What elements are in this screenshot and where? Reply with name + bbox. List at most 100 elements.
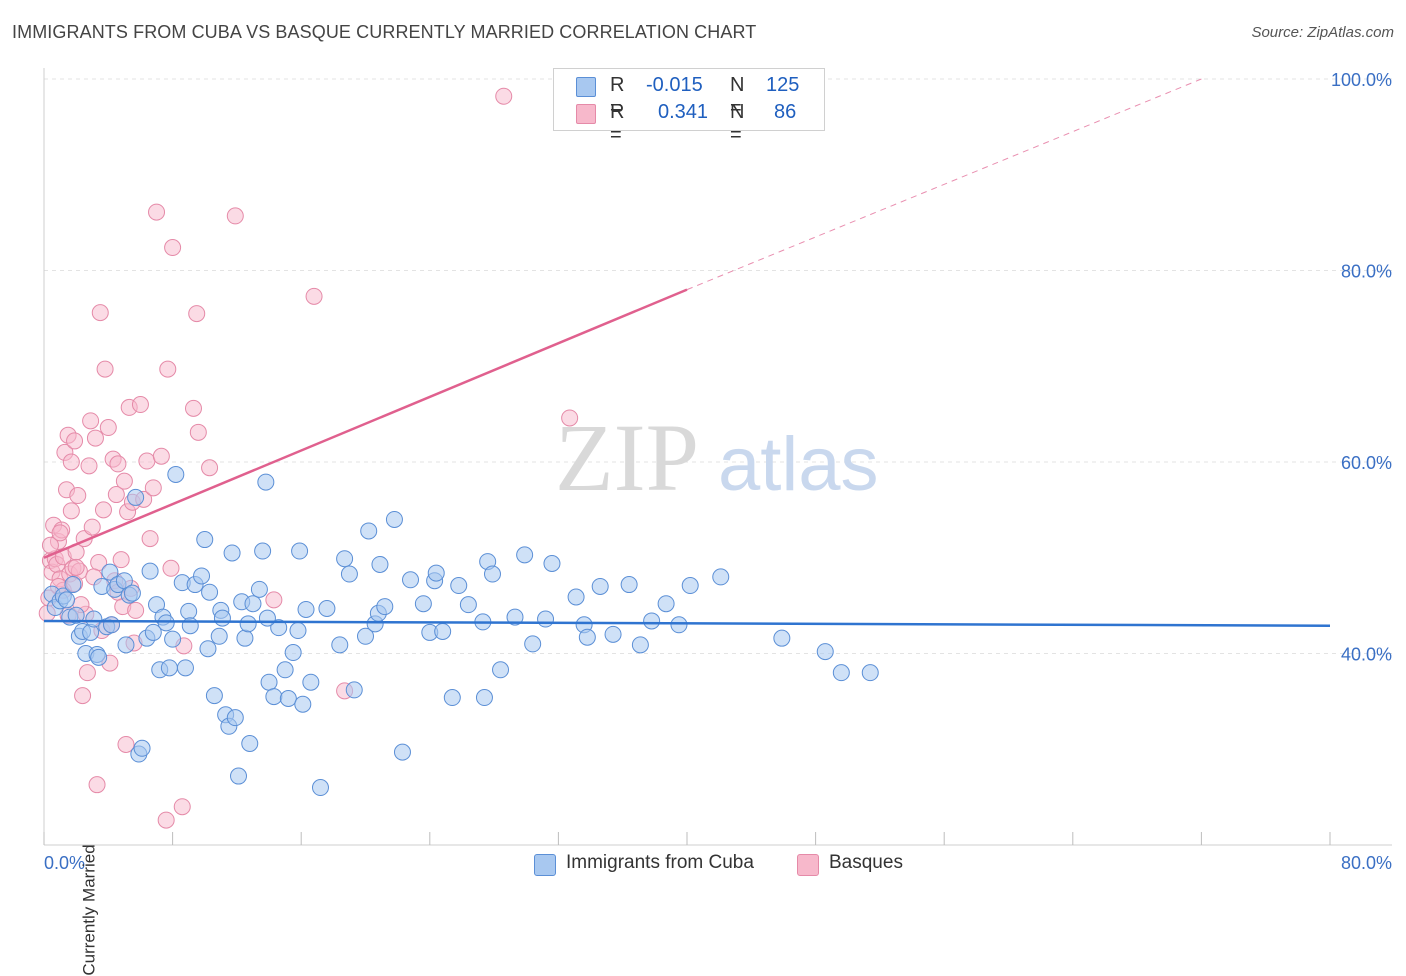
basque-point: [226, 207, 244, 225]
basque-point: [69, 487, 87, 505]
basque-point: [148, 203, 166, 221]
stats-box: R = -0.015 N = 125 R = 0.341 N = 86: [553, 68, 825, 146]
basque-point: [62, 453, 80, 471]
cuba-point: [103, 616, 121, 634]
cuba-point: [196, 531, 214, 549]
x-tick-label: 0.0%: [44, 853, 85, 873]
basque-point: [144, 479, 162, 497]
cuba-point: [537, 610, 555, 628]
cuba-point: [385, 510, 403, 528]
cuba-point: [289, 622, 307, 640]
basque-point: [41, 536, 59, 554]
cuba-point: [294, 695, 312, 713]
basque-point: [189, 423, 207, 441]
basque-point: [109, 455, 127, 473]
cuba-point: [241, 735, 259, 753]
grid-lines: [44, 78, 1392, 654]
basque-point: [88, 776, 106, 794]
cuba-point: [180, 602, 198, 620]
basque-point: [96, 360, 114, 378]
cuba-point: [357, 627, 374, 645]
cuba-point: [670, 616, 688, 634]
cuba-point: [67, 606, 85, 624]
basque-n-label: N =: [730, 101, 745, 146]
axes: [43, 68, 1392, 846]
cuba-point: [199, 640, 217, 658]
cuba-point: [297, 600, 315, 618]
basque-point: [184, 399, 202, 417]
cuba-point: [816, 643, 834, 661]
cuba-point: [201, 583, 219, 601]
cuba-point: [492, 661, 510, 679]
cuba-r-value: -0.015: [646, 74, 703, 96]
source-label: Source: ZipAtlas.com: [1251, 24, 1394, 41]
basque-point: [495, 87, 513, 105]
y-tick-label: 100.0%: [1331, 70, 1392, 90]
cuba-point: [101, 563, 119, 581]
basque-r-value: 0.341: [658, 101, 709, 123]
cuba-point: [205, 687, 223, 705]
cuba-point: [631, 636, 649, 654]
basque-point: [74, 687, 92, 705]
cuba-point: [861, 664, 879, 682]
cuba-point: [85, 610, 103, 628]
basque-point: [138, 452, 156, 470]
cuba-point: [164, 630, 182, 648]
legend-cuba-swatch: [534, 854, 556, 876]
watermark-zip: ZIP: [555, 404, 699, 511]
cuba-point: [345, 681, 363, 699]
trend-lines: [43, 78, 1331, 627]
basque-point: [99, 419, 117, 437]
cuba-point: [302, 673, 320, 691]
x-tick-label: 80.0%: [1341, 853, 1392, 873]
cuba-point: [681, 577, 699, 595]
cuba-point: [260, 673, 278, 691]
cuba-point: [657, 595, 675, 613]
cuba-point: [443, 689, 461, 707]
cuba-point: [279, 690, 297, 708]
cuba-point: [832, 664, 850, 682]
basque-point: [112, 551, 130, 569]
cuba-points: [43, 465, 879, 797]
basque-swatch: [576, 104, 596, 124]
basque-r-label: R =: [610, 101, 625, 146]
y-tick-label: 80.0%: [1341, 262, 1392, 282]
cuba-trend-line: [43, 619, 1331, 627]
cuba-point: [236, 629, 254, 647]
basque-point: [67, 558, 85, 576]
cuba-point: [210, 627, 228, 645]
cuba-point: [276, 661, 294, 679]
cuba-point: [244, 595, 262, 613]
chart-title: IMMIGRANTS FROM CUBA VS BASQUE CURRENTLY…: [12, 22, 757, 42]
cuba-point: [258, 609, 276, 627]
cuba-point: [90, 648, 108, 666]
cuba-point: [434, 622, 452, 640]
basque-point: [265, 591, 283, 609]
basque-point: [82, 412, 100, 430]
cuba-point: [376, 598, 394, 616]
cuba-point: [193, 567, 211, 585]
cuba-point: [524, 635, 542, 653]
basque-point: [305, 287, 323, 305]
basque-points: [38, 87, 579, 829]
cuba-n-label: N =: [730, 74, 745, 119]
cuba-point: [123, 584, 141, 602]
basque-point: [80, 457, 98, 475]
cuba-point: [176, 659, 194, 677]
scatter-plot: ZIP atlas 40.0% 60.0% 80.0% 100.0% 0.0% 80.0%: [38, 68, 1392, 873]
y-tick-label: 40.0%: [1341, 645, 1392, 665]
cuba-point: [331, 636, 349, 654]
cuba-point: [257, 473, 275, 491]
cuba-r-label: R =: [610, 74, 625, 119]
cuba-n-value: 125: [766, 74, 800, 96]
basque-point: [83, 518, 101, 536]
cuba-point: [223, 544, 241, 562]
cuba-point: [64, 576, 82, 594]
cuba-swatch: [576, 77, 596, 97]
tick-labels: 40.0% 60.0% 80.0% 100.0% 0.0% 80.0%: [44, 70, 1392, 873]
basque-point: [127, 601, 145, 619]
cuba-point: [578, 628, 596, 646]
watermark-atlas: atlas: [718, 422, 879, 507]
basque-point: [115, 472, 133, 490]
basque-point: [561, 409, 579, 427]
